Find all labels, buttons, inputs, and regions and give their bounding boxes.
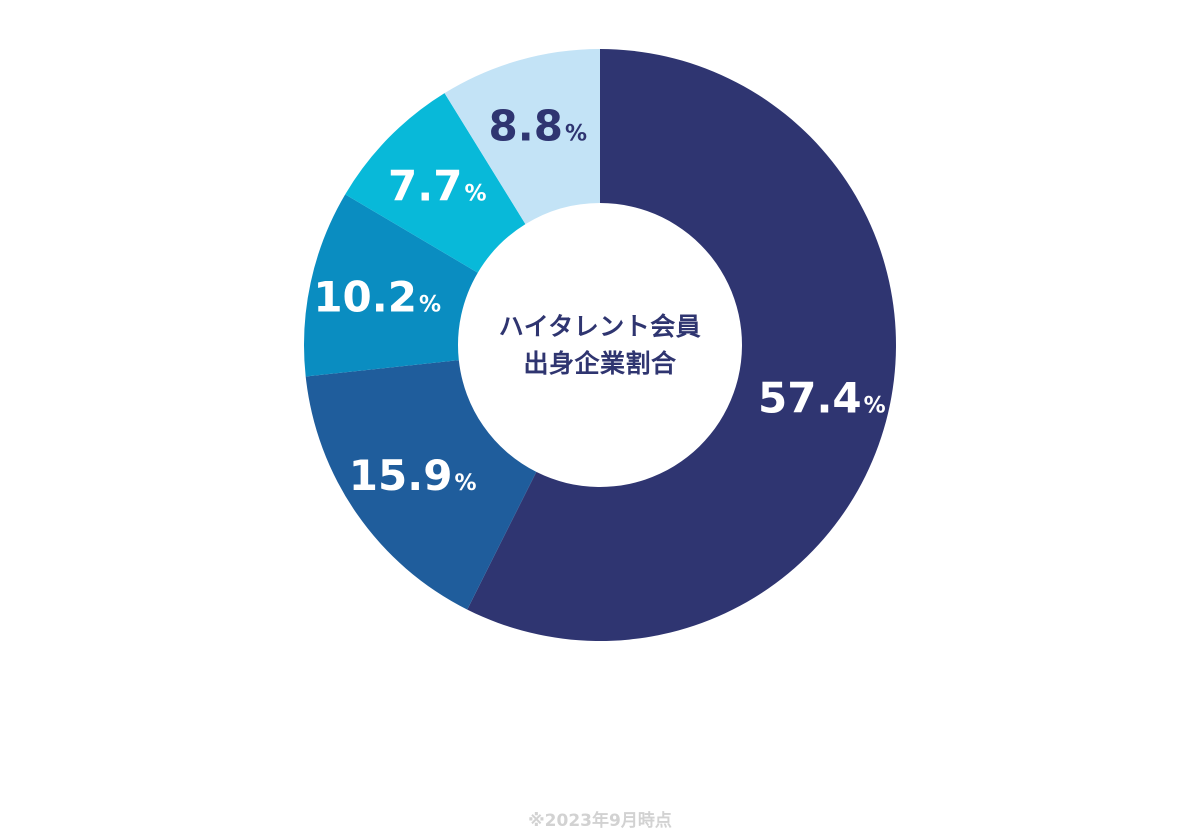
slice-value: 15.9	[349, 451, 453, 500]
slice-value: 8.8	[489, 102, 563, 151]
donut-slice-1	[467, 49, 896, 641]
slice-value: 10.2	[313, 273, 417, 322]
center-title-line-1: ハイタレント会員	[498, 312, 702, 341]
slice-unit: %	[454, 471, 476, 496]
slice-label-3: 10.2%	[313, 273, 441, 322]
center-title-line-2: 出身企業割合	[523, 349, 677, 378]
donut-slice-2	[305, 360, 537, 610]
slice-value: 7.7	[388, 161, 462, 210]
slice-label-5: 8.8%	[489, 102, 587, 151]
donut-slice-5	[444, 49, 600, 225]
slice-unit: %	[565, 122, 587, 147]
donut-slice-3	[304, 194, 478, 377]
slice-value: 57.4	[758, 374, 862, 423]
slice-unit: %	[419, 293, 441, 318]
slice-label-2: 15.9%	[349, 451, 477, 500]
footnote: ※2023年9月時点	[528, 811, 672, 831]
slice-unit: %	[864, 394, 886, 419]
slice-label-1: 57.4%	[758, 374, 886, 423]
slice-label-4: 7.7%	[388, 161, 486, 210]
chart-center-title: ハイタレント会員 出身企業割合	[460, 308, 740, 382]
donut-slice-4	[345, 93, 526, 273]
slice-unit: %	[464, 181, 486, 206]
